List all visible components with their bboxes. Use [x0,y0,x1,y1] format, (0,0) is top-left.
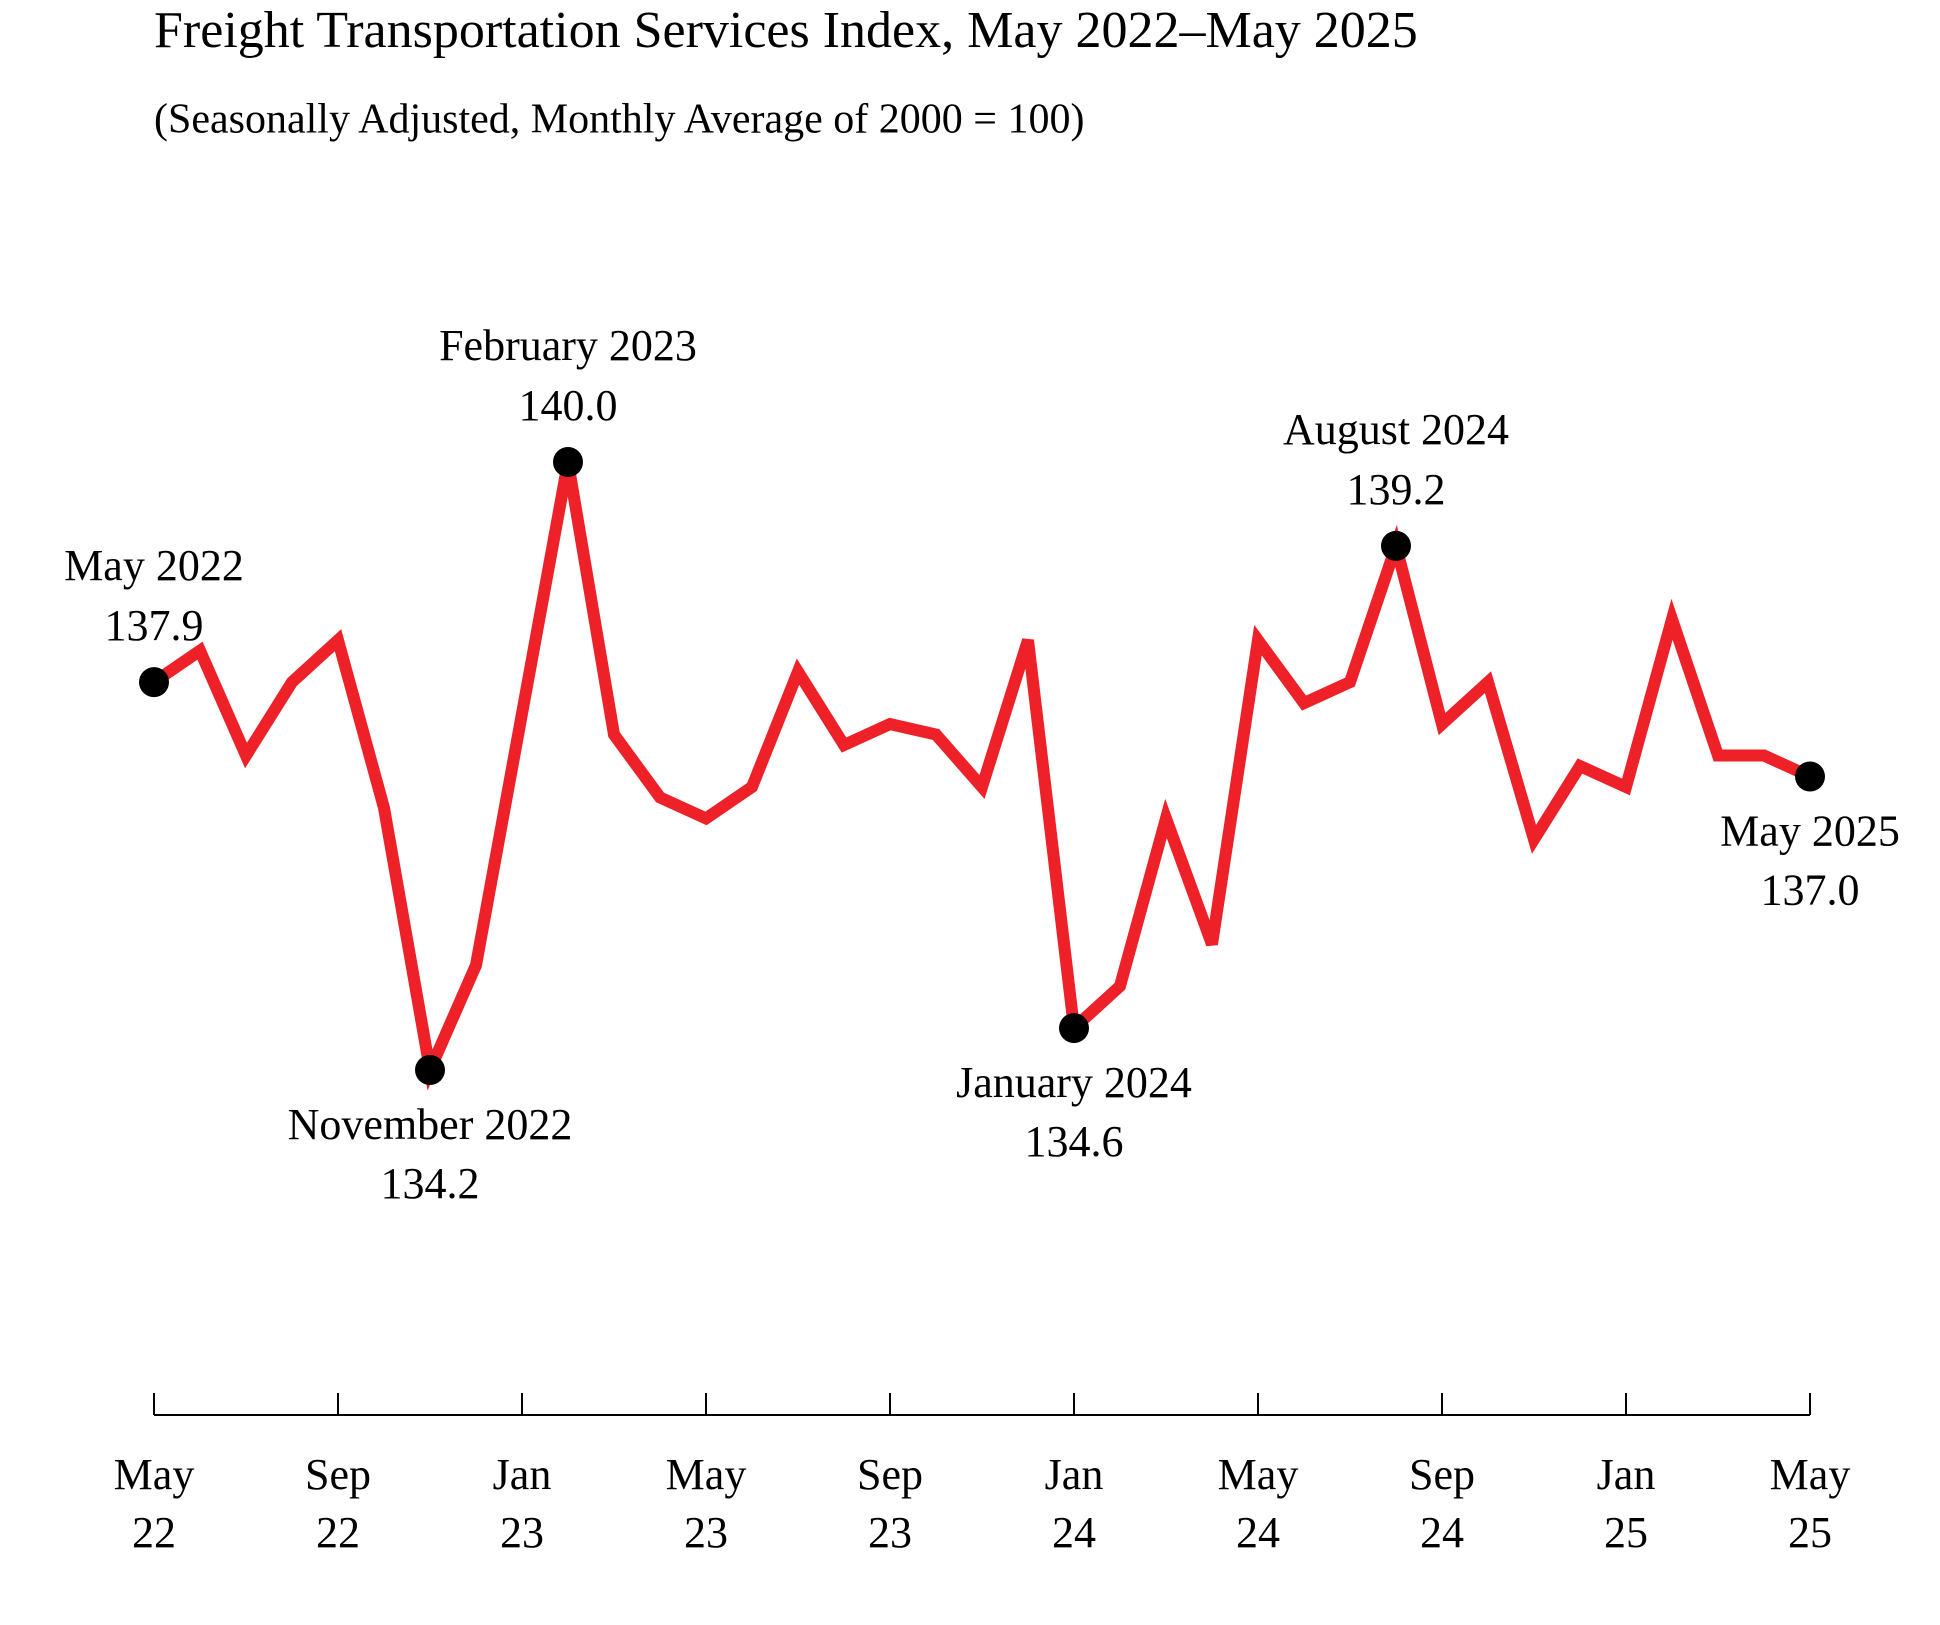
x-tick-label: 24 [1052,1508,1096,1557]
x-tick-label: 24 [1236,1508,1280,1557]
x-tick-label: 25 [1604,1508,1648,1557]
x-tick-label: 24 [1420,1508,1464,1557]
x-tick-label: 22 [132,1508,176,1557]
x-tick-label: May [1770,1450,1851,1499]
value-label: 134.6 [1025,1117,1124,1166]
point-marker [139,667,169,698]
value-label: 134.2 [381,1159,480,1208]
point-label: January 2024 [956,1058,1192,1107]
value-label: 140.0 [519,381,618,430]
point-marker [415,1055,445,1085]
value-label: 137.0 [1761,866,1860,915]
value-label: 139.2 [1347,465,1446,514]
chart-subtitle: (Seasonally Adjusted, Monthly Average of… [154,97,1084,143]
point-label: November 2022 [288,1100,573,1149]
x-tick-label: Jan [1045,1450,1104,1499]
x-tick-label: Jan [1597,1450,1656,1499]
x-tick-label: 23 [868,1508,912,1557]
point-label: February 2023 [439,321,697,370]
x-tick-label: May [666,1450,747,1499]
x-tick-label: May [114,1450,195,1499]
x-tick-label: Jan [493,1450,552,1499]
point-marker [1381,530,1411,561]
point-marker [1059,1013,1089,1044]
x-tick-label: Sep [857,1450,923,1499]
chart-title: Freight Transportation Services Index, M… [154,2,1418,59]
point-marker [1795,761,1825,792]
x-tick-label: Sep [1409,1450,1475,1499]
value-label: 137.9 [105,601,204,650]
x-tick-label: May [1218,1450,1299,1499]
x-tick-label: 25 [1788,1508,1832,1557]
point-marker [553,447,583,477]
x-tick-label: Sep [305,1450,371,1499]
point-label: May 2025 [1720,807,1900,856]
data-line [150,460,1813,1091]
point-label: August 2024 [1283,405,1509,454]
x-tick-label: 23 [684,1508,728,1557]
x-tick-label: 23 [500,1508,544,1557]
point-label: May 2022 [64,541,244,590]
x-tick-label: 22 [316,1508,360,1557]
